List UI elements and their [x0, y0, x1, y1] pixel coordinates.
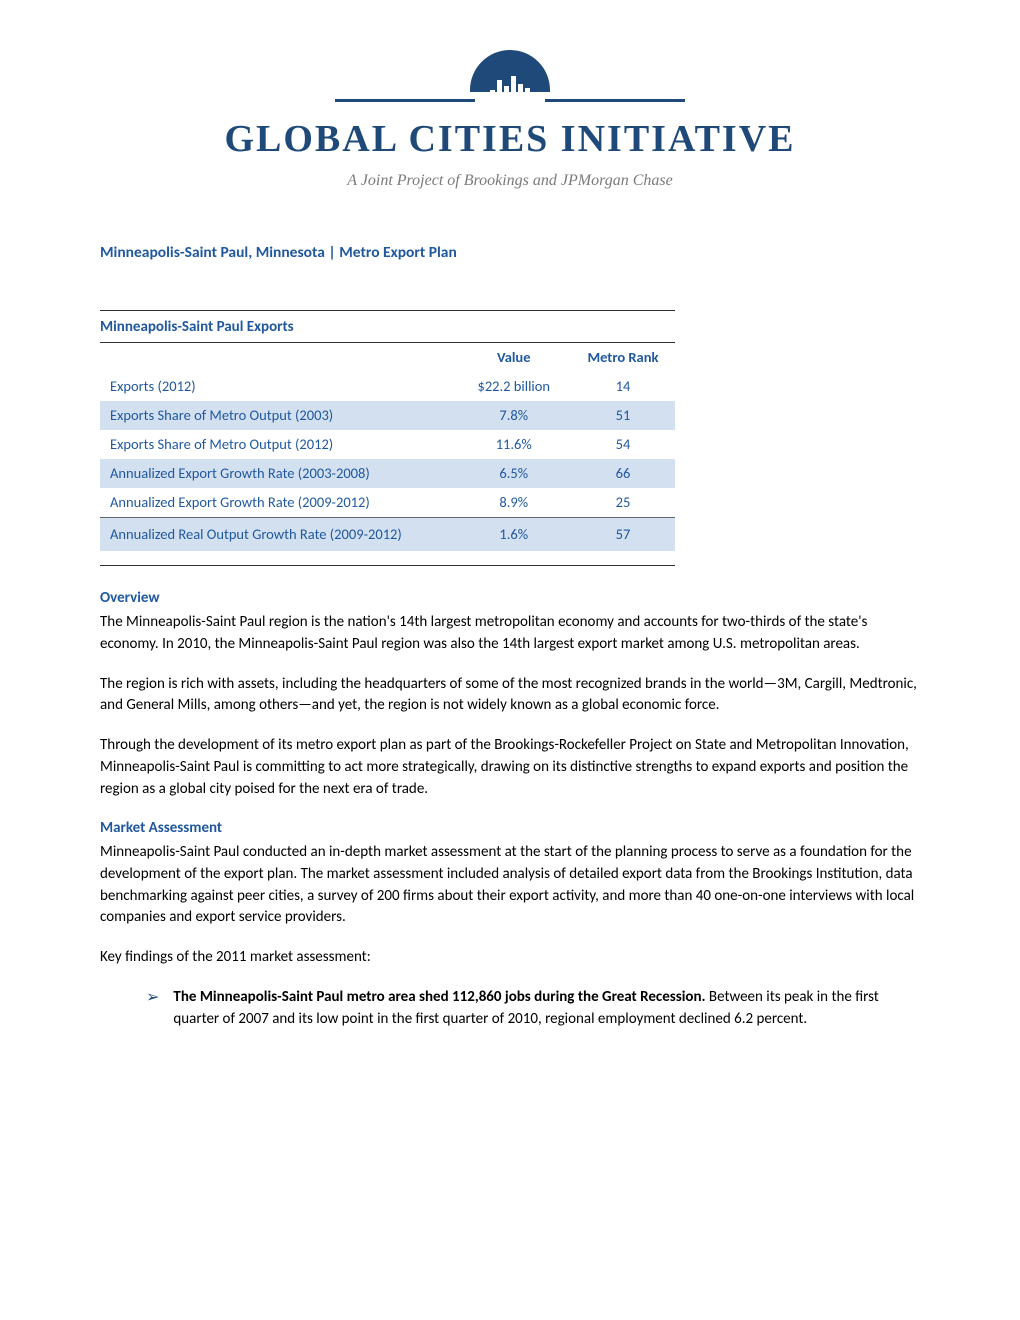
exports-table-container: Minneapolis-Saint Paul Exports Value Met…: [100, 310, 675, 552]
overview-paragraph: The Minneapolis-Saint Paul region is the…: [100, 612, 920, 656]
table-cell-label: Annualized Export Growth Rate (2009-2012…: [100, 488, 457, 518]
table-cell-value: 6.5%: [457, 459, 571, 488]
logo-mark: [455, 50, 565, 100]
table-cell-rank: 14: [571, 372, 675, 401]
table-cell-label: Annualized Export Growth Rate (2003-2008…: [100, 459, 457, 488]
table-cell-rank: 66: [571, 459, 675, 488]
logo-title: GLOBAL CITIES INITIATIVE: [100, 112, 920, 167]
overview-heading: Overview: [100, 588, 920, 610]
logo-skyline-bars: [490, 74, 530, 100]
table-row: Annualized Export Growth Rate (2003-2008…: [100, 459, 675, 488]
table-row: Annualized Real Output Growth Rate (2009…: [100, 518, 675, 552]
table-caption: Minneapolis-Saint Paul Exports: [100, 311, 675, 344]
table-header-value: Value: [457, 343, 571, 372]
logo-underline-right: [545, 99, 685, 102]
table-cell-rank: 25: [571, 488, 675, 518]
logo-container: GLOBAL CITIES INITIATIVE A Joint Project…: [100, 50, 920, 192]
table-cell-label: Exports Share of Metro Output (2003): [100, 401, 457, 430]
table-cell-label: Exports Share of Metro Output (2012): [100, 430, 457, 459]
table-cell-value: 1.6%: [457, 518, 571, 552]
table-row: Exports (2012)$22.2 billion14: [100, 372, 675, 401]
exports-table: Value Metro Rank Exports (2012)$22.2 bil…: [100, 343, 675, 551]
table-cell-rank: 51: [571, 401, 675, 430]
bullet-text: The Minneapolis-Saint Paul metro area sh…: [173, 987, 890, 1031]
table-cell-value: $22.2 billion: [457, 372, 571, 401]
table-header-empty: [100, 343, 457, 372]
table-header-rank: Metro Rank: [571, 343, 675, 372]
table-header-row: Value Metro Rank: [100, 343, 675, 372]
key-findings-intro: Key findings of the 2011 market assessme…: [100, 947, 920, 969]
table-bottom-rule: [100, 565, 675, 566]
market-assessment-heading: Market Assessment: [100, 818, 920, 840]
logo-subtitle: A Joint Project of Brookings and JPMorga…: [100, 169, 920, 192]
market-assessment-paragraph: Minneapolis-Saint Paul conducted an in-d…: [100, 842, 920, 929]
table-cell-label: Annualized Real Output Growth Rate (2009…: [100, 518, 457, 552]
table-cell-value: 7.8%: [457, 401, 571, 430]
page-title: Minneapolis-Saint Paul, Minnesota | Metr…: [100, 242, 920, 264]
table-cell-label: Exports (2012): [100, 372, 457, 401]
overview-paragraph: Through the development of its metro exp…: [100, 735, 920, 800]
table-cell-rank: 57: [571, 518, 675, 552]
table-row: Annualized Export Growth Rate (2009-2012…: [100, 488, 675, 518]
table-cell-value: 11.6%: [457, 430, 571, 459]
logo-underline-left: [335, 99, 475, 102]
table-row: Exports Share of Metro Output (2012)11.6…: [100, 430, 675, 459]
arrow-icon: ➢: [146, 987, 159, 1031]
table-cell-rank: 54: [571, 430, 675, 459]
table-row: Exports Share of Metro Output (2003)7.8%…: [100, 401, 675, 430]
bullet-item: ➢ The Minneapolis-Saint Paul metro area s…: [146, 987, 890, 1031]
overview-paragraph: The region is rich with assets, includin…: [100, 674, 920, 718]
table-cell-value: 8.9%: [457, 488, 571, 518]
